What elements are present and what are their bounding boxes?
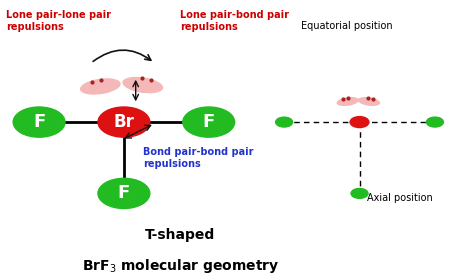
Circle shape bbox=[350, 116, 369, 128]
Circle shape bbox=[351, 188, 368, 198]
Text: Axial position: Axial position bbox=[366, 193, 432, 203]
Circle shape bbox=[98, 178, 150, 209]
Text: F: F bbox=[33, 113, 45, 131]
Text: F: F bbox=[118, 185, 130, 202]
Text: Bond pair-bond pair
repulsions: Bond pair-bond pair repulsions bbox=[143, 147, 253, 169]
Text: Br: Br bbox=[113, 113, 134, 131]
Ellipse shape bbox=[358, 97, 380, 106]
Text: BrF$_3$ molecular geometry: BrF$_3$ molecular geometry bbox=[82, 256, 279, 274]
Circle shape bbox=[183, 107, 235, 137]
Circle shape bbox=[427, 117, 443, 127]
Ellipse shape bbox=[80, 78, 121, 95]
Circle shape bbox=[98, 107, 150, 137]
Circle shape bbox=[276, 117, 292, 127]
Ellipse shape bbox=[122, 77, 163, 93]
Circle shape bbox=[13, 107, 65, 137]
Text: Lone pair-bond pair
repulsions: Lone pair-bond pair repulsions bbox=[181, 10, 290, 32]
Text: Equatorial position: Equatorial position bbox=[301, 21, 392, 31]
Text: F: F bbox=[202, 113, 215, 131]
Text: Lone pair-lone pair
repulsions: Lone pair-lone pair repulsions bbox=[6, 10, 111, 32]
Text: T-shaped: T-shaped bbox=[146, 228, 216, 242]
Ellipse shape bbox=[337, 97, 359, 106]
